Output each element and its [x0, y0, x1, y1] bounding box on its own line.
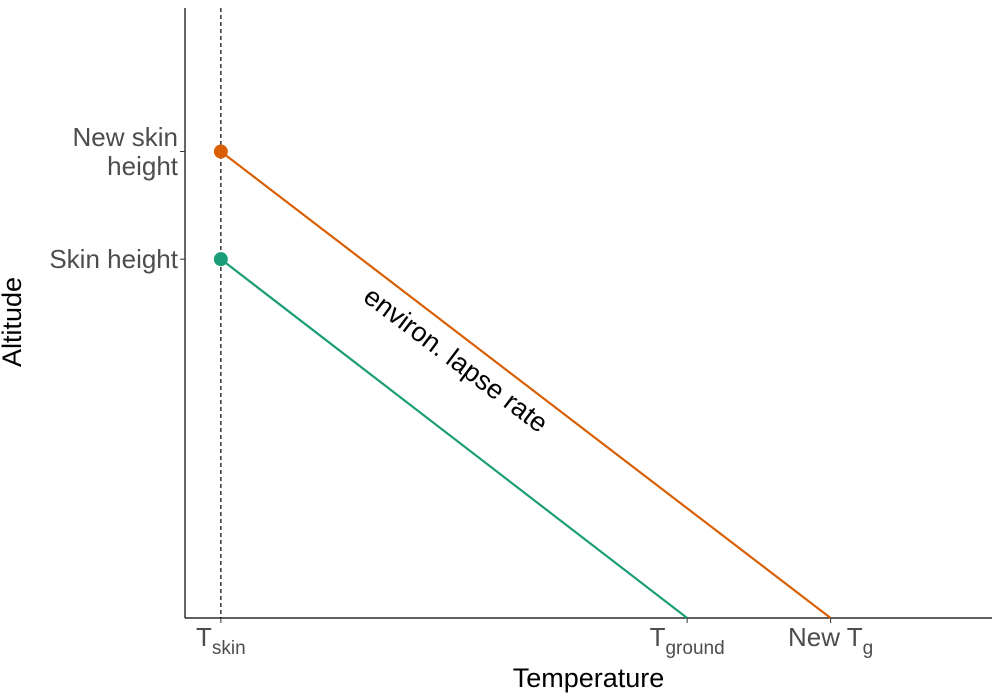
axes [184, 8, 992, 619]
series-line-2 [220, 150, 832, 619]
x-tick-label-3: New Tg [788, 622, 873, 659]
x-tick-label-2: Tground [650, 622, 725, 659]
tick-labels: Tskin Tground New Tg Skin height New skin hei… [49, 122, 873, 659]
series-line-1 [220, 258, 688, 619]
data-point-1 [213, 252, 228, 267]
y-tick-label-1: Skin height [49, 244, 178, 274]
x-tick-label-1: Tskin [196, 622, 246, 659]
y-tick-label-2: New skin height [73, 122, 179, 181]
lapse-rate-annotation: environ. lapse rate [358, 281, 553, 439]
y-axis-title: Altitude [0, 277, 27, 367]
x-axis-title: Temperature [513, 663, 665, 693]
data-point-2 [213, 144, 228, 159]
plot-area [213, 8, 832, 619]
